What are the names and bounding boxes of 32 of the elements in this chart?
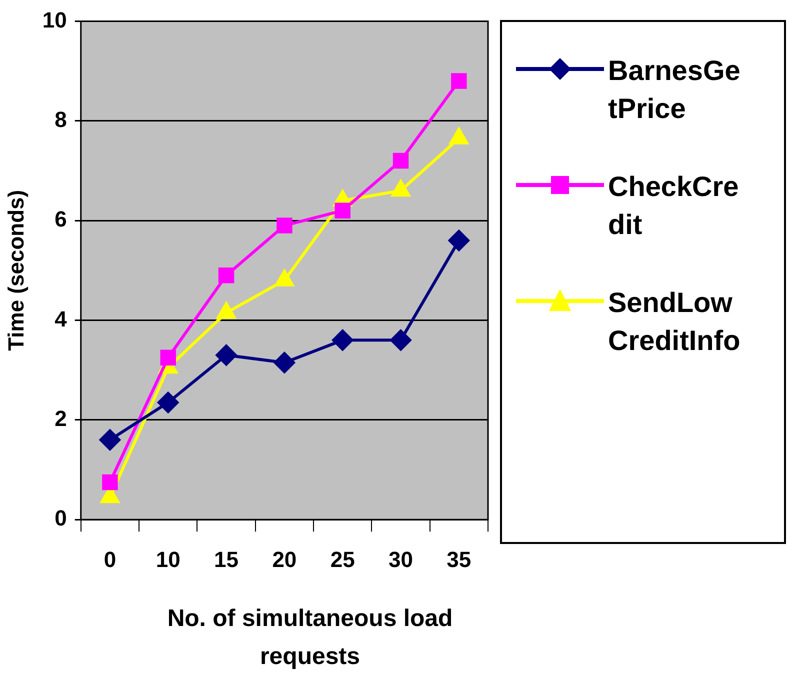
legend-label: BarnesGetPrice (608, 54, 742, 126)
y-tick-label: 8 (54, 106, 67, 132)
y-tick-label: 10 (42, 7, 67, 32)
x-tick-label: 35 (446, 546, 472, 572)
x-tick-label: 15 (214, 546, 239, 572)
point (274, 352, 295, 374)
y-tick-label: 6 (54, 206, 67, 232)
point (451, 73, 467, 89)
y-tick-label: 0 (54, 506, 67, 531)
point (392, 152, 409, 169)
point (160, 350, 176, 366)
point (218, 268, 234, 284)
y-axis-title: Time (seconds) (3, 190, 28, 351)
y-tick-label: 4 (54, 306, 68, 332)
x-tick-label: 0 (104, 546, 116, 572)
point (276, 218, 292, 234)
point (158, 392, 179, 413)
x-tick-label: 30 (388, 546, 413, 572)
x-axis-title: No. of simultaneous load requests (166, 604, 454, 672)
x-tick-label: 20 (272, 546, 297, 572)
point (334, 202, 350, 218)
x-tick-label: 10 (156, 546, 180, 572)
legend-label: CheckCredit (608, 170, 740, 242)
point (332, 330, 354, 351)
point (99, 429, 120, 450)
legend-label: SendLowCreditInfo (608, 286, 742, 358)
point (102, 474, 118, 490)
y-tick-label: 2 (54, 406, 67, 431)
point (216, 344, 237, 366)
x-tick-label: 25 (330, 546, 355, 572)
point (390, 330, 412, 351)
point (448, 230, 470, 251)
